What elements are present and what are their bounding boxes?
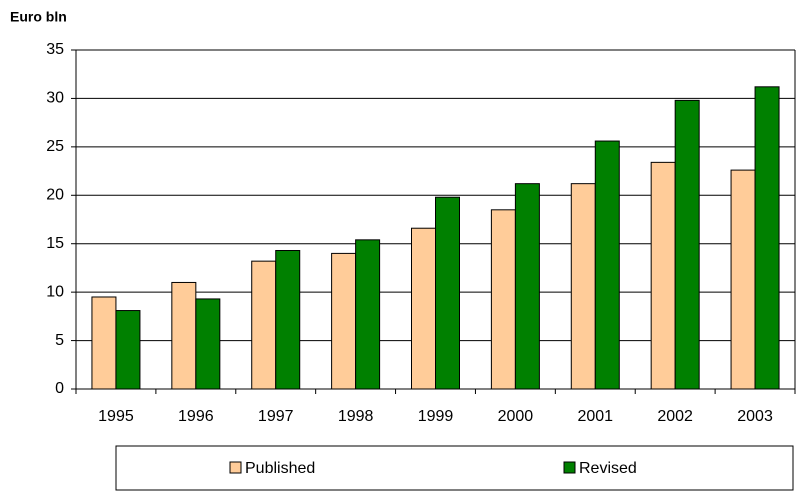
bar xyxy=(754,86,780,390)
bar xyxy=(91,296,117,390)
bar xyxy=(331,252,357,390)
bar xyxy=(435,196,460,390)
bar xyxy=(275,249,301,390)
y-tick-label: 10 xyxy=(46,283,64,300)
y-tick-label: 35 xyxy=(46,41,64,58)
legend-swatch xyxy=(229,461,242,474)
bar xyxy=(514,183,540,390)
x-tick-label: 2002 xyxy=(657,408,693,425)
legend-label: Revised xyxy=(579,460,637,477)
y-tick-label: 30 xyxy=(46,90,64,107)
bar xyxy=(730,169,756,390)
legend-box xyxy=(115,445,794,491)
y-tick-label: 25 xyxy=(46,138,64,155)
x-tick-label: 1996 xyxy=(178,408,214,425)
x-tick-label: 2003 xyxy=(737,408,773,425)
x-tick-label: 1997 xyxy=(258,408,294,425)
y-tick-label: 0 xyxy=(55,380,64,397)
bar xyxy=(490,209,516,390)
x-tick-label: 1995 xyxy=(98,408,134,425)
legend-swatch xyxy=(563,461,576,474)
y-tick-label: 20 xyxy=(46,187,64,204)
bar xyxy=(650,161,676,390)
bar xyxy=(411,227,436,390)
bar xyxy=(171,281,197,390)
x-tick-label: 2001 xyxy=(577,408,613,425)
y-tick-label: 15 xyxy=(46,235,64,252)
chart-title: Euro bln xyxy=(10,9,67,25)
bar xyxy=(115,310,141,390)
x-tick-label: 1998 xyxy=(338,408,374,425)
y-tick-label: 5 xyxy=(55,332,64,349)
bar xyxy=(570,183,596,390)
bar xyxy=(674,99,700,390)
bar xyxy=(355,239,381,390)
bar xyxy=(594,140,620,390)
bar xyxy=(251,260,277,390)
legend-label: Published xyxy=(245,460,315,477)
x-tick-label: 1999 xyxy=(418,408,454,425)
x-tick-label: 2000 xyxy=(498,408,534,425)
bar xyxy=(195,298,221,390)
